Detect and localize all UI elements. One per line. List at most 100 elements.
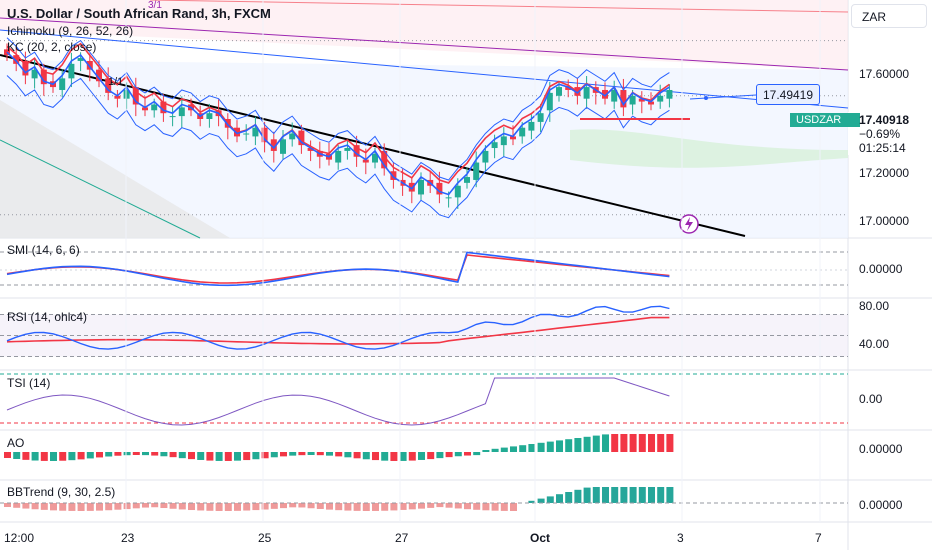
- legend-kc[interactable]: KC (20, 2, close): [7, 40, 97, 54]
- bbtrend-bar: [464, 503, 471, 510]
- ao-bar: [629, 434, 637, 452]
- tsi-line: [6, 377, 670, 426]
- bbtrend-bar: [638, 487, 646, 503]
- bbtrend-bar: [68, 503, 76, 511]
- time-label-4: 27: [395, 531, 409, 545]
- candle-body: [482, 150, 489, 163]
- candle-body: [22, 60, 29, 76]
- candle-body: [86, 60, 93, 70]
- grey-zone: [0, 100, 230, 238]
- bbtrend-bar: [629, 487, 637, 503]
- candle-body: [666, 89, 673, 99]
- candle-body: [289, 133, 296, 140]
- candle-body: [353, 145, 360, 157]
- candle-body: [151, 104, 158, 111]
- bbtrend-bar: [491, 503, 499, 511]
- time-label-7: 7: [815, 531, 822, 545]
- legend-rsi[interactable]: RSI (14, ohlc4): [7, 310, 88, 324]
- price-label-3: 17.00000: [859, 214, 910, 228]
- ao-bar: [491, 448, 499, 452]
- last-price-box: [848, 112, 932, 155]
- smi-line: [6, 251, 670, 287]
- legend-ichimoku[interactable]: Ichimoku (9, 26, 52, 26): [7, 24, 134, 38]
- candle-body: [169, 116, 176, 118]
- bbtrend-bar: [372, 503, 379, 511]
- rsi-line: [6, 305, 670, 350]
- legend-smi[interactable]: SMI (14, 6, 6): [7, 243, 80, 257]
- candle-body: [510, 136, 516, 140]
- ichimoku-conversion-line: [6, 51, 670, 196]
- bbtrend-bar: [316, 503, 324, 509]
- ao-bar: [270, 452, 278, 458]
- trend-line-blue: [0, 29, 849, 109]
- ao-bar: [40, 452, 48, 461]
- bbtrend-bar: [556, 494, 563, 503]
- legend-bbtrend[interactable]: BBTrend (9, 30, 2.5): [7, 485, 116, 499]
- ichimoku-base-line: [6, 42, 670, 184]
- legend-ao[interactable]: AO: [7, 436, 25, 450]
- bbtrend-bar: [390, 503, 398, 511]
- bbtrend-bar: [132, 503, 140, 509]
- ao-bar: [390, 452, 398, 461]
- bbtrend-bar: [123, 503, 131, 510]
- time-label-1: 12:00: [4, 531, 35, 545]
- ao-bar: [105, 452, 113, 457]
- bbtrend-bar: [59, 503, 67, 511]
- ao-bar: [648, 434, 655, 452]
- ao-bar: [666, 434, 674, 452]
- ao-bar: [427, 452, 435, 460]
- chart-title: U.S. Dollar / South African Rand, 3h, FX…: [7, 6, 271, 21]
- fib-label: 1/1: [108, 76, 124, 88]
- ao-bar: [289, 452, 297, 456]
- ao-bar: [132, 452, 140, 456]
- ao-bar: [234, 452, 241, 461]
- bbtrend-bar: [326, 503, 333, 510]
- ao-bar: [197, 452, 205, 460]
- bbtrend-bar: [574, 489, 582, 503]
- ao-bar: [583, 436, 591, 452]
- time-label-3: 25: [258, 531, 272, 545]
- candle-body: [59, 78, 66, 90]
- bbtrend-bar: [408, 503, 416, 510]
- candle-body: [620, 89, 627, 108]
- ao-bar: [13, 452, 21, 459]
- price-label-2: 17.20000: [859, 166, 910, 180]
- ao-bar: [68, 452, 76, 461]
- candle-body: [261, 127, 268, 143]
- ao-bar: [399, 452, 407, 461]
- price-callout[interactable]: 17.49419: [756, 84, 820, 105]
- bbtrend-bar: [114, 503, 122, 510]
- ao-bar: [436, 452, 444, 459]
- bbtrend-bar: [206, 503, 214, 511]
- ao-bar: [473, 452, 481, 456]
- candle-body: [77, 58, 84, 61]
- candle-body: [344, 148, 351, 151]
- time-label-5: Oct: [530, 531, 551, 545]
- ao-bar: [592, 435, 600, 452]
- rsi-ma-line: [6, 316, 670, 345]
- bbtrend-bar: [160, 503, 168, 509]
- candle-body: [252, 127, 259, 137]
- time-label-2: 23: [121, 531, 135, 545]
- bbtrend-bar: [500, 503, 508, 511]
- candle-body: [500, 136, 507, 146]
- time-label-6: 3: [677, 531, 684, 545]
- bbtrend-bar: [344, 503, 352, 511]
- bbtrend-bar: [565, 492, 573, 503]
- candle-body: [96, 69, 102, 82]
- bbtrend-bar: [537, 498, 545, 503]
- ao-bar: [418, 452, 425, 460]
- channel-zone: [0, 60, 848, 238]
- candle-body: [528, 121, 535, 131]
- bbtrend-bar: [546, 496, 554, 503]
- currency-button[interactable]: ZAR: [851, 4, 927, 28]
- ao-bar: [215, 452, 223, 461]
- callout-connector: [689, 94, 757, 100]
- ao-bar: [500, 447, 508, 452]
- bbtrend-bar: [381, 503, 389, 511]
- candle-body: [160, 101, 167, 114]
- legend-tsi[interactable]: TSI (14): [7, 376, 51, 390]
- candle-body: [298, 130, 305, 146]
- smi-signal-line: [6, 254, 670, 284]
